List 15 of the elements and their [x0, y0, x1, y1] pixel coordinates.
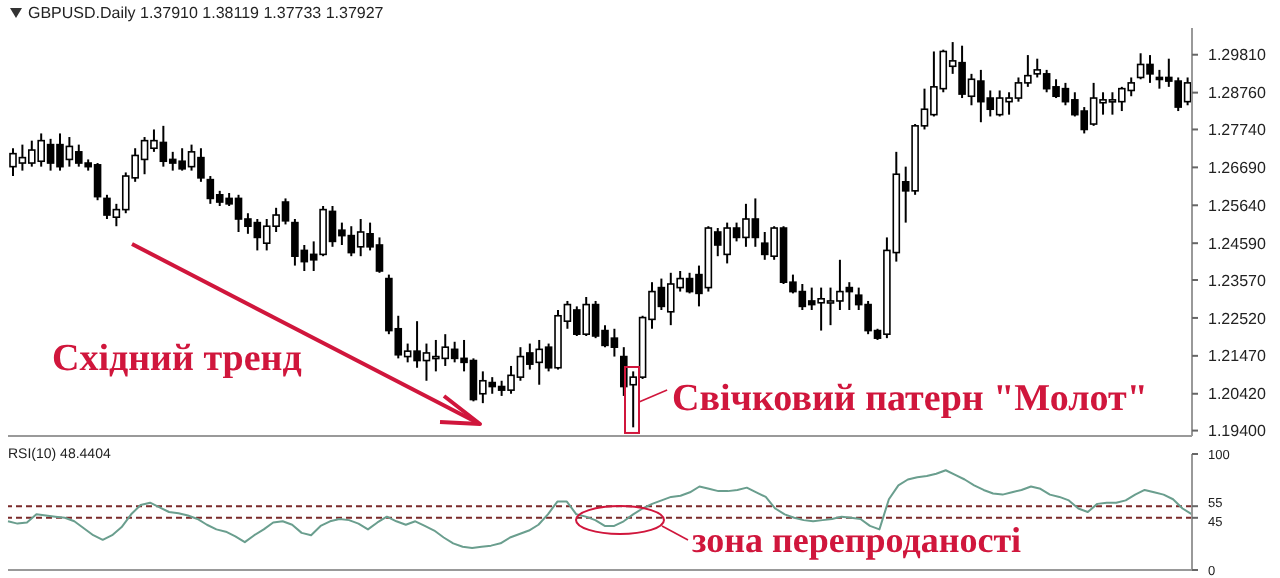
y-tick-label: 1.25640 [1208, 196, 1267, 215]
y-tick-label: 1.22520 [1208, 309, 1267, 328]
y-tick-label: 1.21470 [1208, 347, 1267, 366]
y-tick-label: 1.20420 [1208, 385, 1267, 404]
y-tick-label: 1.26690 [1208, 158, 1267, 177]
y-tick-label: 1.19400 [1208, 422, 1267, 441]
annotation: Свічковий патерн "Молот" [672, 378, 1148, 422]
y-tick-label: 1.29810 [1208, 46, 1267, 65]
annotation: Східний тренд [52, 338, 302, 382]
y-tick-label: 1.28760 [1208, 84, 1267, 103]
y-tick-label: 1.23570 [1208, 271, 1267, 290]
y-tick-label: 1.24590 [1208, 234, 1267, 253]
chart-title: GBPUSD.Daily 1.37910 1.38119 1.37733 1.37927 [28, 4, 384, 22]
y-tick-label: 1.27740 [1208, 121, 1267, 140]
annotation: зона перепроданості [692, 520, 1022, 562]
